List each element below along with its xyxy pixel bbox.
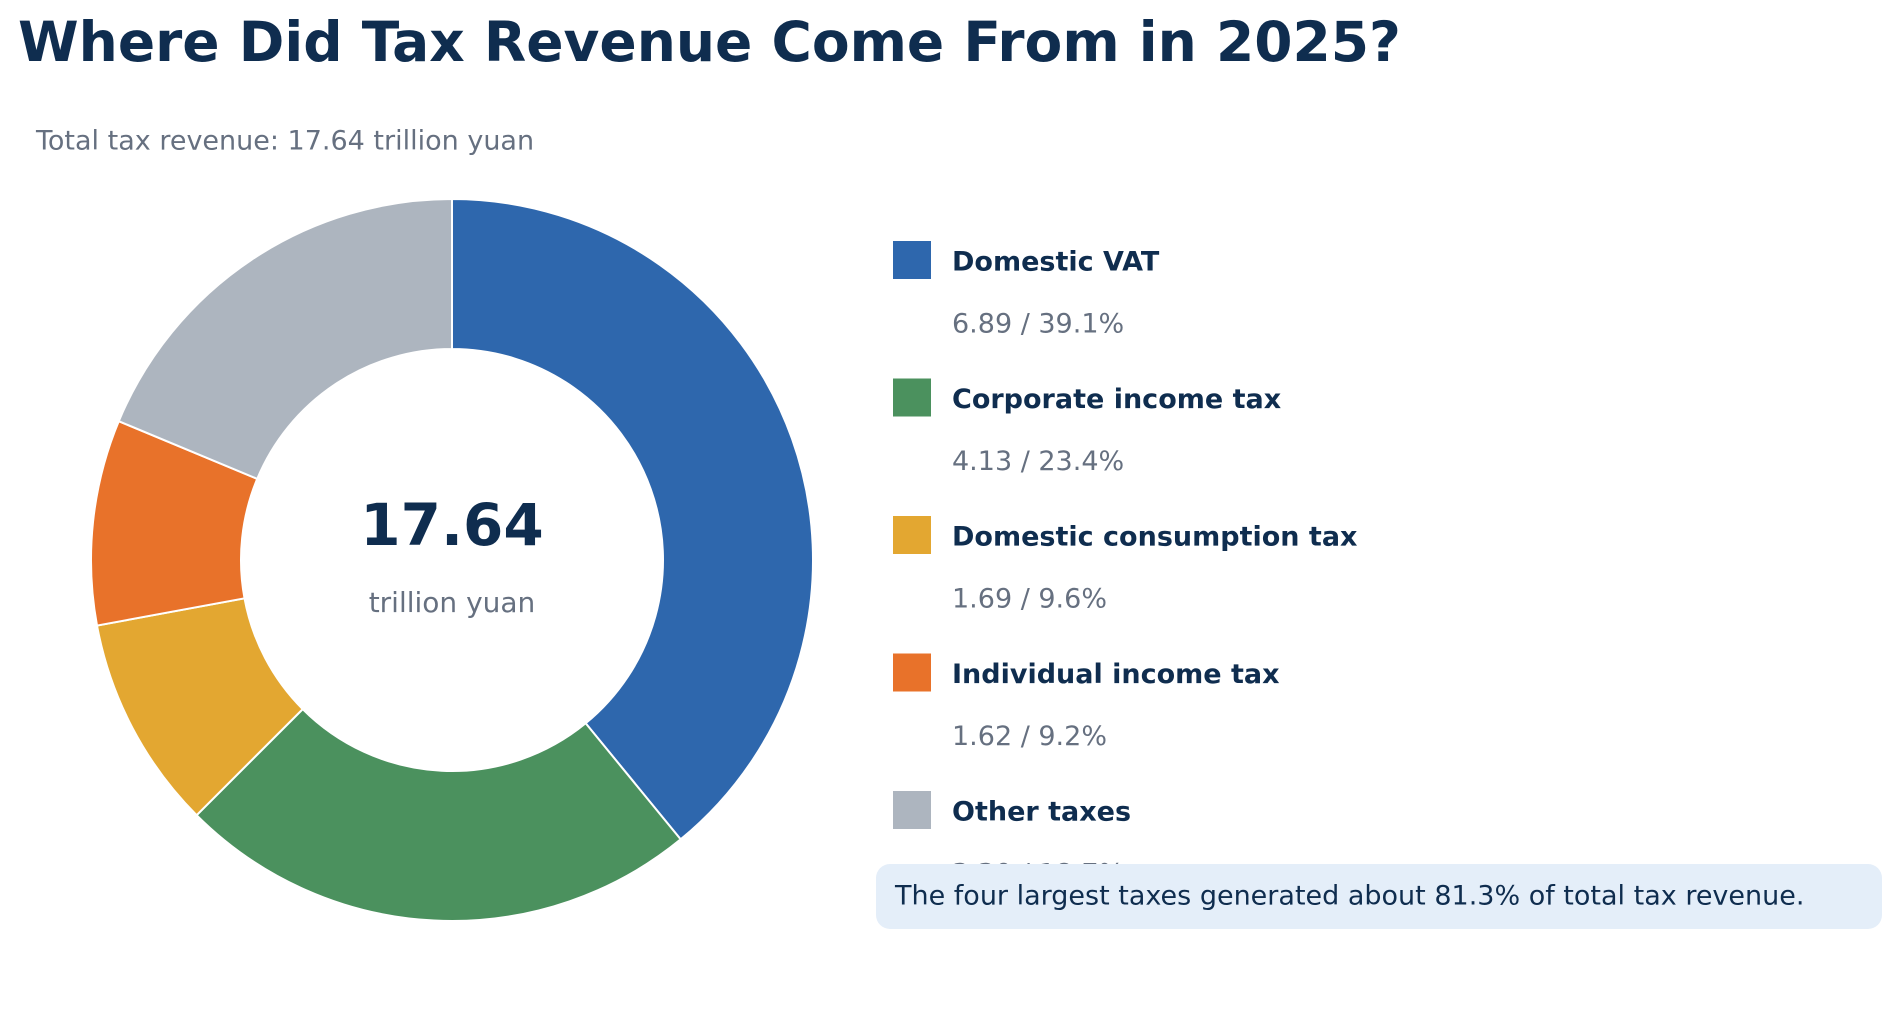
legend-label: Other taxes [952, 797, 1131, 828]
legend-swatch [893, 516, 931, 554]
value-label: 4.13 / 23.4% [952, 446, 1124, 477]
value-label: 1.62 / 9.2% [952, 721, 1107, 752]
legend-label: Corporate income tax [952, 384, 1281, 415]
legend-swatch [893, 241, 931, 279]
legend-swatch [893, 653, 931, 692]
legend-label: Individual income tax [952, 659, 1280, 690]
donut [90, 197, 814, 922]
legend-swatch [893, 791, 931, 829]
legend-label: Domestic consumption tax [952, 522, 1357, 553]
donut-slice [451, 197, 814, 841]
subtitle: Total tax revenue: 17.64 trillion yuan [35, 126, 534, 157]
annotation: The four largest taxes generated about 8… [894, 881, 1804, 912]
legend: Domestic VAT 6.89 / 39.1% Corporate income… [893, 241, 1357, 890]
donut-slice [195, 707, 683, 922]
legend-label: Domestic VAT [952, 247, 1160, 278]
center-value: 17.64 [360, 491, 543, 559]
legend-swatch [893, 378, 931, 417]
donut-slice [117, 197, 453, 481]
chart-title: Where Did Tax Revenue Come From in 2025? [18, 10, 1401, 74]
annotation-box [876, 864, 1882, 929]
value-label: 6.89 / 39.1% [952, 309, 1124, 340]
value-label: 1.69 / 9.6% [952, 584, 1107, 615]
center-label: trillion yuan [369, 586, 536, 619]
